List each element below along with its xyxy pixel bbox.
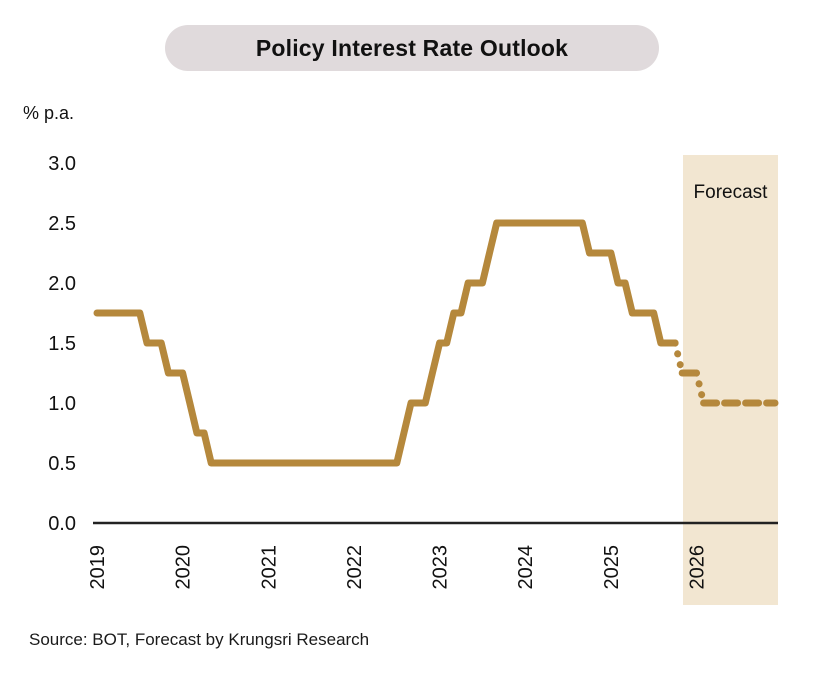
- x-tick-label: 2022: [344, 545, 366, 590]
- forecast-band: [683, 155, 778, 605]
- chart-title-pill: Policy Interest Rate Outlook: [165, 25, 659, 71]
- x-tick-label: 2019: [87, 545, 109, 590]
- y-tick-label: 2.5: [48, 213, 76, 235]
- forecast-rate-dots: [671, 339, 686, 377]
- source-note: Source: BOT, Forecast by Krungsri Resear…: [29, 630, 370, 649]
- y-tick-label: 1.5: [48, 333, 76, 355]
- y-tick-label: 2.0: [48, 273, 76, 295]
- x-tick-label: 2023: [430, 545, 452, 590]
- y-tick-label: 3.0: [48, 153, 76, 175]
- actual-rate-line: [93, 219, 679, 467]
- x-tick-label: 2021: [258, 545, 280, 590]
- y-tick-label: 0.0: [48, 513, 76, 535]
- x-tick-label: 2025: [601, 545, 623, 590]
- x-tick-label: 2020: [173, 545, 195, 590]
- y-tick-label: 0.5: [48, 453, 76, 475]
- chart-title: Policy Interest Rate Outlook: [255, 34, 569, 61]
- forecast-region-label: Forecast: [693, 182, 768, 203]
- forecast-rate-dots: [693, 369, 708, 407]
- x-tick-label: 2024: [515, 545, 537, 590]
- x-tick-label: 2026: [687, 545, 709, 590]
- y-tick-label: 1.0: [48, 393, 76, 415]
- y-axis-unit-label: % p.a.: [23, 103, 75, 123]
